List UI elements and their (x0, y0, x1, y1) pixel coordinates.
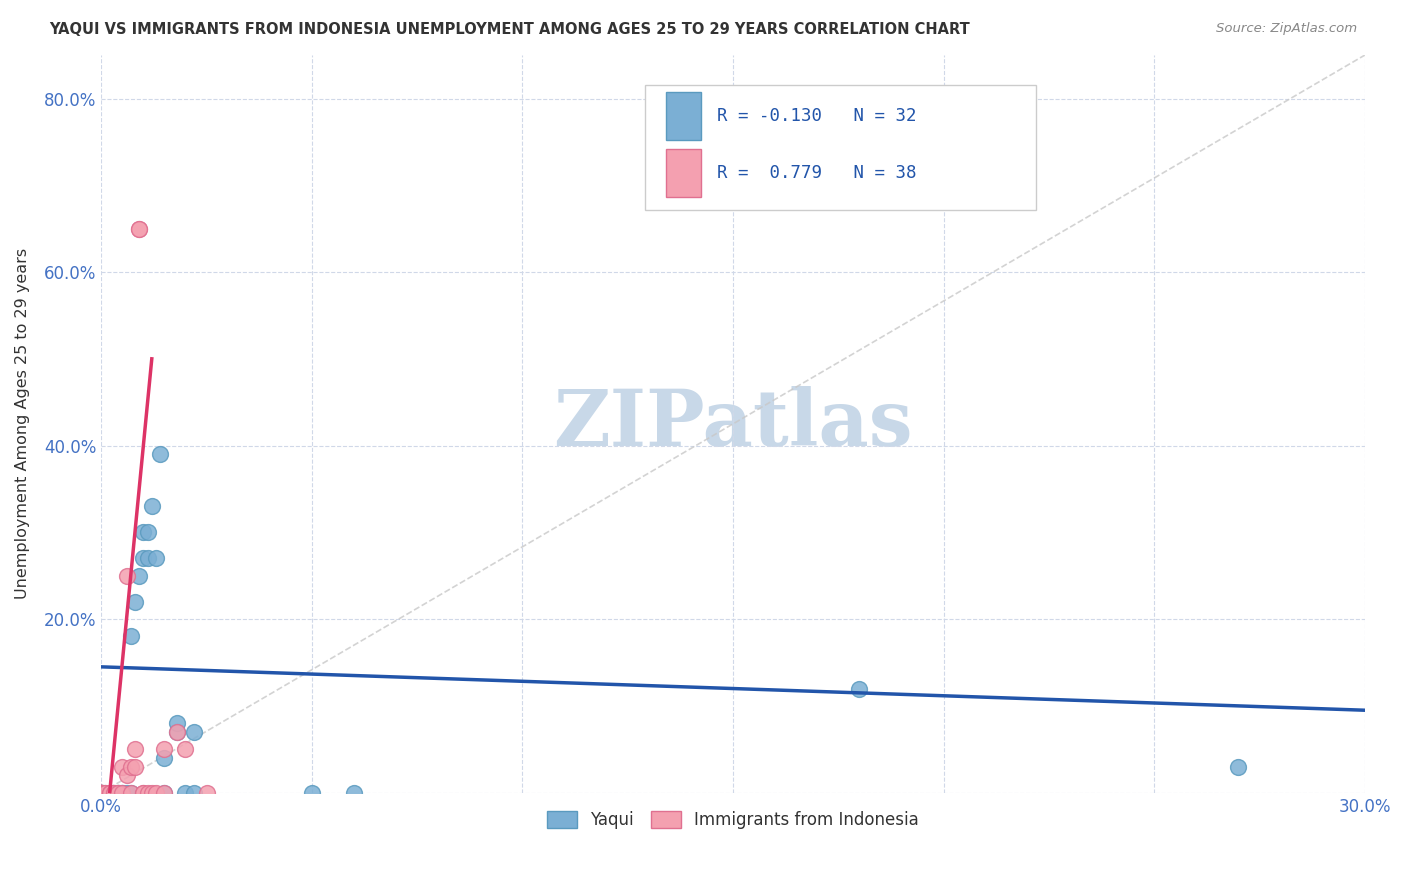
Point (115, 768, 138, 782)
Point (107, 786, 129, 800)
Point (90, 786, 112, 800)
Point (103, 786, 125, 800)
Point (174, 786, 197, 800)
Point (145, 786, 167, 800)
Point (124, 595, 146, 609)
Point (141, 500, 163, 514)
FancyBboxPatch shape (666, 149, 702, 197)
Point (90, 786, 112, 800)
Point (195, 786, 218, 800)
Point (111, 786, 134, 800)
Text: R =  0.779   N = 38: R = 0.779 N = 38 (717, 164, 917, 182)
Point (343, 786, 366, 800)
Point (132, 786, 155, 800)
Point (120, 786, 142, 800)
Point (94, 786, 117, 800)
Text: R = -0.130   N = 32: R = -0.130 N = 32 (717, 107, 917, 126)
Point (128, 221, 150, 235)
Point (98, 786, 121, 800)
Point (90, 786, 112, 800)
Point (90, 786, 112, 800)
Point (107, 786, 129, 800)
Point (153, 786, 176, 800)
Point (136, 786, 159, 800)
Legend: Yaqui, Immigrants from Indonesia: Yaqui, Immigrants from Indonesia (540, 805, 925, 836)
Point (111, 759, 134, 773)
Point (848, 681, 870, 696)
Point (301, 786, 323, 800)
Y-axis label: Unemployment Among Ages 25 to 29 years: Unemployment Among Ages 25 to 29 years (15, 248, 30, 599)
Point (94, 786, 117, 800)
Point (141, 786, 163, 800)
Point (166, 725, 188, 739)
FancyBboxPatch shape (666, 93, 702, 140)
Point (124, 759, 146, 773)
Point (132, 786, 155, 800)
Point (111, 786, 134, 800)
Point (107, 786, 129, 800)
Point (120, 759, 142, 773)
Point (115, 568, 138, 582)
Text: Source: ZipAtlas.com: Source: ZipAtlas.com (1216, 22, 1357, 36)
Point (120, 630, 142, 644)
Point (90, 786, 112, 800)
FancyBboxPatch shape (644, 85, 1036, 210)
Point (166, 725, 188, 739)
Point (136, 525, 159, 540)
Point (174, 742, 197, 756)
Point (1227, 759, 1250, 773)
Point (90, 786, 112, 800)
Text: ZIPatlas: ZIPatlas (553, 386, 912, 462)
Point (128, 568, 150, 582)
Point (90, 786, 112, 800)
Point (90, 786, 112, 800)
Point (124, 742, 146, 756)
Point (115, 786, 138, 800)
Point (90, 786, 112, 800)
Point (90, 786, 112, 800)
Point (145, 551, 167, 566)
Point (103, 786, 125, 800)
Point (153, 742, 176, 756)
Point (132, 551, 155, 566)
Point (153, 786, 176, 800)
Point (90, 786, 112, 800)
Point (149, 447, 172, 461)
Point (90, 786, 112, 800)
Point (183, 786, 205, 800)
Point (111, 786, 134, 800)
Point (183, 725, 205, 739)
Point (166, 716, 188, 731)
Point (120, 786, 142, 800)
Point (98, 786, 121, 800)
Point (107, 786, 129, 800)
Point (136, 551, 159, 566)
Point (90, 786, 112, 800)
Point (128, 221, 150, 235)
Point (90, 786, 112, 800)
Point (153, 751, 176, 765)
Text: YAQUI VS IMMIGRANTS FROM INDONESIA UNEMPLOYMENT AMONG AGES 25 TO 29 YEARS CORREL: YAQUI VS IMMIGRANTS FROM INDONESIA UNEMP… (49, 22, 970, 37)
Point (132, 525, 155, 540)
Point (90, 786, 112, 800)
